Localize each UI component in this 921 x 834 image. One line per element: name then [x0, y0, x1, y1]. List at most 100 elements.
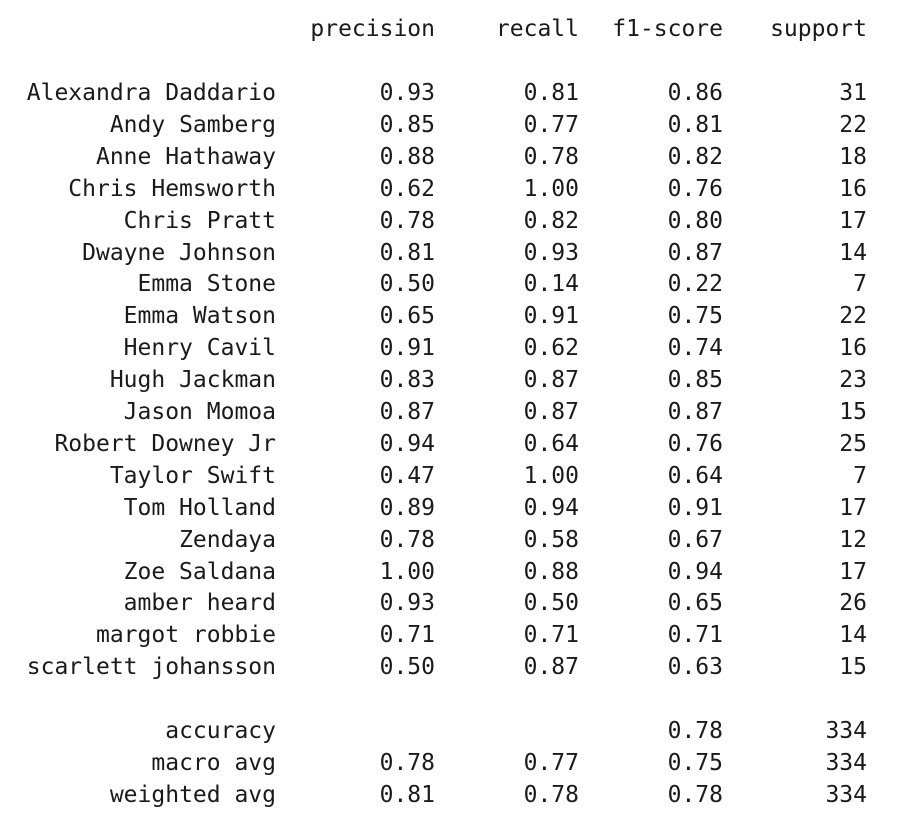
row-label: Emma Stone	[137, 271, 276, 298]
row-support: 15	[839, 654, 867, 681]
row-label: weighted avg	[109, 781, 276, 808]
row-recall: 0.81	[523, 80, 579, 106]
row-recall: 0.87	[523, 654, 579, 681]
header-support: support	[770, 16, 867, 42]
row-recall: 0.94	[523, 494, 579, 521]
row-label: Andy Samberg	[109, 111, 276, 138]
row-label: Chris Pratt	[123, 207, 276, 234]
row-recall: 0.91	[523, 303, 579, 330]
row-support: 334	[825, 749, 867, 776]
row-precision: 0.93	[379, 80, 435, 106]
row-f1-score: 0.71	[667, 622, 723, 649]
row-precision: 0.62	[379, 175, 435, 202]
row-support: 17	[839, 494, 867, 521]
row-support: 23	[839, 367, 867, 394]
table-row: Zoe Saldana 1.00 0.88 0.94 17	[0, 556, 921, 588]
row-f1-score: 0.75	[667, 749, 723, 776]
row-support: 16	[839, 175, 867, 202]
row-label: Dwayne Johnson	[82, 239, 276, 266]
row-precision: 0.50	[379, 271, 435, 298]
row-label: macro avg	[151, 749, 276, 776]
row-support: 334	[825, 718, 867, 744]
row-precision: 0.81	[379, 781, 435, 808]
row-support: 22	[839, 303, 867, 330]
row-precision: 0.91	[379, 335, 435, 362]
row-support: 12	[839, 526, 867, 553]
row-recall: 0.14	[523, 271, 579, 298]
row-recall: 0.78	[523, 143, 579, 170]
row-label: Robert Downey Jr	[54, 430, 276, 457]
row-recall: 0.77	[523, 111, 579, 138]
row-recall: 0.82	[523, 207, 579, 234]
row-f1-score: 0.76	[667, 175, 723, 202]
row-precision: 0.85	[379, 111, 435, 138]
row-recall: 1.00	[523, 462, 579, 489]
table-row: amber heard 0.93 0.50 0.65 26	[0, 587, 921, 619]
row-f1-score: 0.82	[667, 143, 723, 170]
row-label: Henry Cavil	[123, 335, 276, 362]
row-support: 7	[853, 462, 867, 489]
row-f1-score: 0.78	[667, 781, 723, 808]
row-label: accuracy	[165, 718, 276, 744]
row-precision: 0.78	[379, 207, 435, 234]
row-f1-score: 0.94	[667, 558, 723, 585]
row-f1-score: 0.87	[667, 239, 723, 266]
row-f1-score: 0.76	[667, 430, 723, 457]
table-row: Anne Hathaway 0.88 0.78 0.82 18	[0, 141, 921, 173]
row-support: 16	[839, 335, 867, 362]
table-row: Hugh Jackman 0.83 0.87 0.85 23	[0, 364, 921, 396]
row-support: 7	[853, 271, 867, 298]
row-recall: 1.00	[523, 175, 579, 202]
table-row: Robert Downey Jr 0.94 0.64 0.76 25	[0, 428, 921, 460]
row-support: 17	[839, 207, 867, 234]
table-row: Taylor Swift 0.47 1.00 0.64 7	[0, 460, 921, 492]
header-row: precision recall f1-score support	[0, 13, 921, 45]
row-precision: 0.50	[379, 654, 435, 681]
row-precision: 0.81	[379, 239, 435, 266]
table-row: Henry Cavil 0.91 0.62 0.74 16	[0, 332, 921, 364]
row-support: 14	[839, 622, 867, 649]
row-label: Taylor Swift	[109, 462, 276, 489]
row-f1-score: 0.91	[667, 494, 723, 521]
row-f1-score: 0.80	[667, 207, 723, 234]
table-row: Zendaya 0.78 0.58 0.67 12	[0, 524, 921, 556]
row-support: 15	[839, 399, 867, 425]
row-recall: 0.62	[523, 335, 579, 362]
row-precision: 0.93	[379, 590, 435, 617]
row-precision: 0.47	[379, 462, 435, 489]
row-f1-score: 0.81	[667, 111, 723, 138]
summary-row: accuracy 0.78 334	[0, 715, 921, 747]
table-row: Emma Stone 0.50 0.14 0.22 7	[0, 268, 921, 300]
row-precision: 0.78	[379, 526, 435, 553]
header-f1-score: f1-score	[612, 16, 723, 42]
summary-row: macro avg 0.78 0.77 0.75 334	[0, 747, 921, 779]
row-f1-score: 0.65	[667, 590, 723, 617]
row-f1-score: 0.63	[667, 654, 723, 681]
row-recall: 0.71	[523, 622, 579, 649]
table-row: Jason Momoa 0.87 0.87 0.87 15	[0, 396, 921, 428]
row-recall: 0.87	[523, 367, 579, 394]
row-support: 26	[839, 590, 867, 617]
row-label: Zoe Saldana	[123, 558, 276, 585]
table-row: Andy Samberg 0.85 0.77 0.81 22	[0, 109, 921, 141]
row-recall: 0.50	[523, 590, 579, 617]
row-label: Chris Hemsworth	[68, 175, 276, 202]
row-f1-score: 0.87	[667, 399, 723, 425]
row-f1-score: 0.74	[667, 335, 723, 362]
row-precision: 0.94	[379, 430, 435, 457]
row-label: Emma Watson	[123, 303, 276, 330]
table-row: Alexandra Daddario 0.93 0.81 0.86 31	[0, 77, 921, 109]
row-recall: 0.87	[523, 399, 579, 425]
summary-row: weighted avg 0.81 0.78 0.78 334	[0, 779, 921, 811]
header-recall: recall	[495, 16, 579, 42]
table-row: Chris Hemsworth 0.62 1.00 0.76 16	[0, 173, 921, 205]
row-support: 25	[839, 430, 867, 457]
row-recall: 0.58	[523, 526, 579, 553]
row-precision: 1.00	[379, 558, 435, 585]
row-label: Anne Hathaway	[95, 143, 276, 170]
row-support: 18	[839, 143, 867, 170]
row-precision: 0.87	[379, 399, 435, 425]
row-recall: 0.88	[523, 558, 579, 585]
table-row: margot robbie 0.71 0.71 0.71 14	[0, 619, 921, 651]
